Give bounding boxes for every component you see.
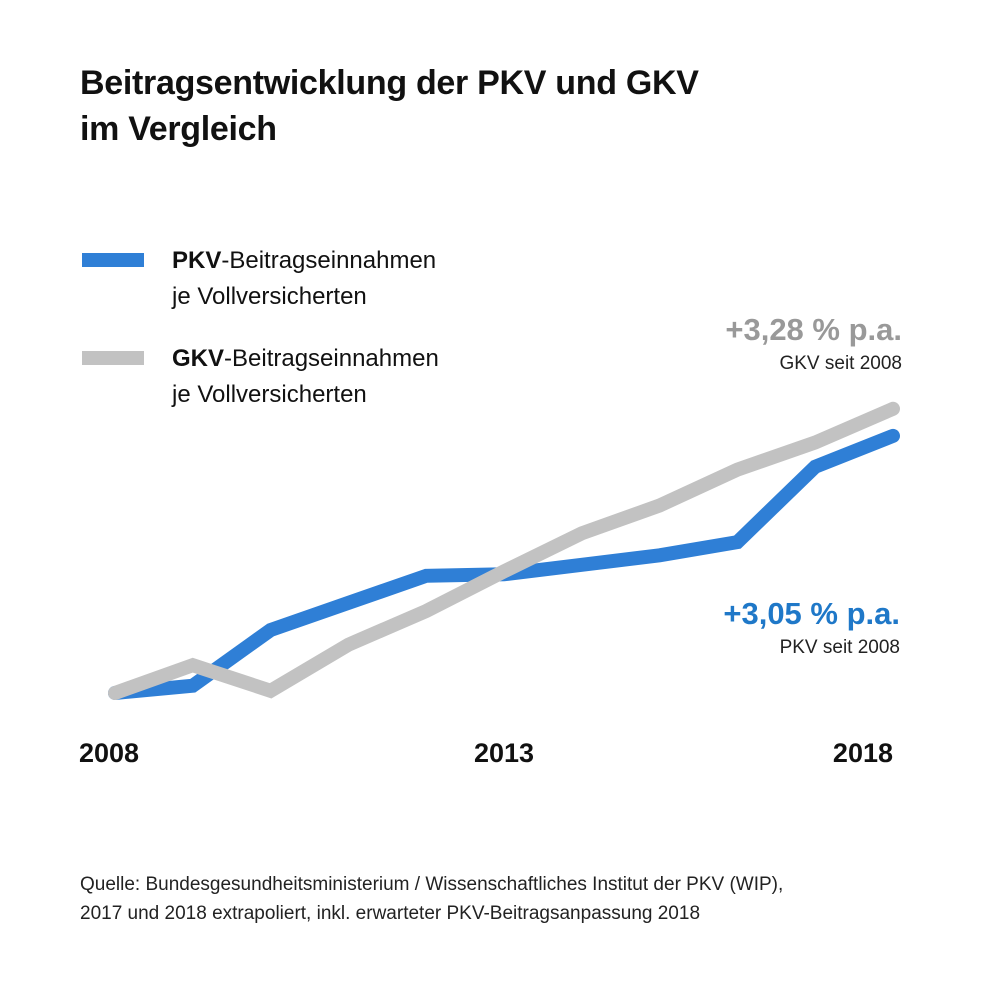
legend-swatch-pkv (82, 253, 144, 267)
legend-label-pkv-bold: PKV (172, 247, 222, 274)
annotation-pkv-label: PKV seit 2008 (779, 637, 900, 658)
annotation-pkv: +3,05 % p.a. PKV seit 2008 (723, 594, 900, 662)
x-tick-label-2018: 2018 (833, 738, 893, 768)
x-tick-label-2013: 2013 (474, 738, 534, 768)
series-gkv (108, 401, 900, 700)
legend-label-gkv-bold: GKV (172, 345, 225, 372)
source-note: Quelle: Bundesgesundheitsministerium / W… (80, 874, 784, 924)
annotation-gkv: +3,28 % p.a. GKV seit 2008 (725, 310, 902, 378)
chart-title-line-2: im Vergleich (80, 110, 277, 148)
chart-title-line-1: Beitragsentwicklung der PKV und GKV (80, 64, 699, 102)
chart-title: Beitragsentwicklung der PKV und GKV im V… (80, 60, 900, 152)
x-tick-label-2008: 2008 (79, 738, 139, 768)
annotation-pkv-value: +3,05 % p.a. (723, 596, 900, 631)
legend-swatch-gkv (82, 351, 144, 365)
legend-label-pkv-rest: -Beitragseinnahmen je Vollversicherten (172, 247, 437, 310)
annotation-gkv-label: GKV seit 2008 (779, 353, 902, 374)
legend-label-gkv-rest: -Beitragseinnahmen je Vollversicherten (172, 345, 439, 408)
legend-label-gkv: GKV-Beitragseinnahmen je Vollversicherte… (172, 341, 632, 413)
annotation-gkv-value: +3,28 % p.a. (725, 312, 902, 347)
legend-label-pkv: PKV-Beitragseinnahmen je Vollversicherte… (172, 243, 632, 315)
